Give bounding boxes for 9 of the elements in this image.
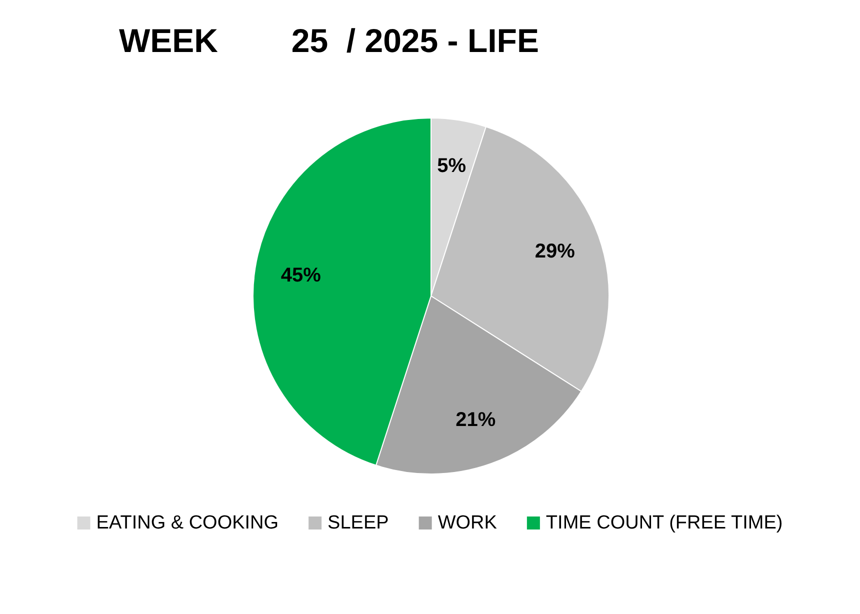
legend-label: WORK [438, 512, 498, 534]
chart-title: WEEK 25 / 2025 - LIFE [119, 22, 539, 59]
data-label: 21% [456, 408, 496, 431]
data-label: 45% [280, 264, 322, 286]
legend-label: EATING & COOKING [96, 512, 279, 534]
legend-label: SLEEP [328, 512, 389, 534]
data-label: 5% [437, 154, 466, 177]
data-label: 29% [534, 240, 576, 262]
legend-label: TIME COUNT (FREE TIME) [546, 512, 783, 534]
